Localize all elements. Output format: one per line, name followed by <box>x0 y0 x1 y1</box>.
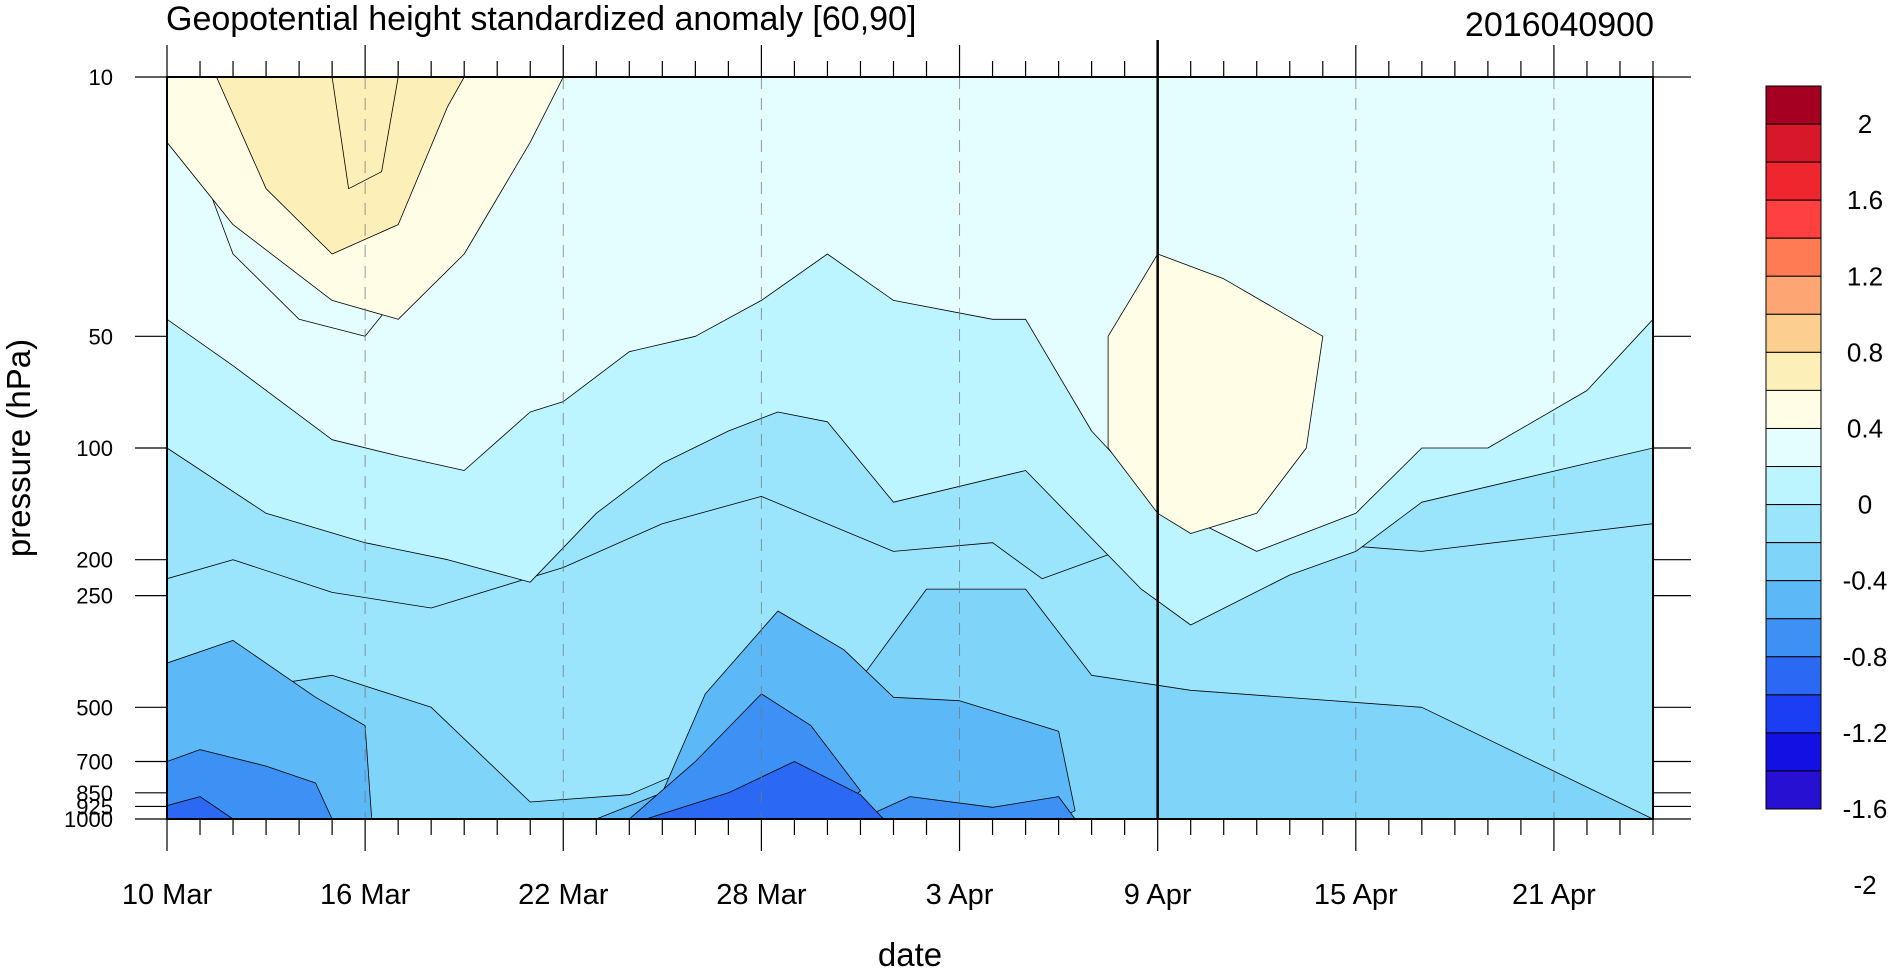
colorbar-swatch <box>1765 656 1822 696</box>
x-tick-label: 10 Mar <box>122 879 213 911</box>
y-tick-label: 10 <box>89 65 113 90</box>
colorbar-swatch <box>1765 237 1822 277</box>
contour-region <box>216 77 465 255</box>
y-tick-label: 700 <box>76 750 113 775</box>
colorbar-swatch <box>1765 123 1822 163</box>
x-tick-label: 16 Mar <box>320 879 411 911</box>
colorbar-label: 1.6 <box>1847 185 1883 215</box>
colorbar-label: 0.8 <box>1847 337 1883 367</box>
colorbar-swatch <box>1765 732 1822 772</box>
contour-region <box>167 749 333 819</box>
y-tick-label: 200 <box>76 548 113 573</box>
x-tick-label: 21 Apr <box>1512 879 1596 911</box>
colorbar-label: 0.4 <box>1847 413 1883 443</box>
colorbar-label: 0 <box>1858 490 1872 520</box>
colorbar-swatch <box>1765 504 1822 544</box>
y-tick-label: 50 <box>89 324 113 349</box>
colorbar-swatch <box>1765 466 1822 506</box>
colorbar-swatch <box>1765 427 1822 468</box>
colorbar-label: 1.2 <box>1847 261 1883 291</box>
y-tick-label: 1000 <box>64 807 113 832</box>
colorbar-label: -2 <box>1853 870 1876 900</box>
y-axis-label: pressure (hPa) <box>0 339 37 557</box>
x-tick-label: 22 Mar <box>518 879 609 911</box>
colorbar-swatch <box>1765 694 1822 734</box>
colorbar-swatch <box>1765 542 1822 582</box>
colorbar: 2 1.6 1.2 0.8 0.4 0 -0.4 -0.8 -1.2 -1.6 -2 <box>1765 85 1888 900</box>
colorbar-swatch <box>1765 161 1822 201</box>
contour-region <box>167 796 234 819</box>
contour-region <box>331 77 399 190</box>
colorbar-label: -1.6 <box>1843 794 1888 824</box>
chart-right-title: 2016040900 <box>1465 6 1654 44</box>
colorbar-swatch <box>1765 618 1822 658</box>
x-tick-label: 15 Apr <box>1314 879 1398 911</box>
contour-region <box>860 796 1076 819</box>
colorbar-label: -0.8 <box>1843 642 1888 672</box>
x-tick-label: 9 Apr <box>1124 879 1192 911</box>
colorbar-swatch <box>1765 770 1822 810</box>
y-tick-label: 500 <box>76 695 113 720</box>
colorbar-swatch <box>1765 389 1822 429</box>
chart-title: Geopotential height standardized anomaly… <box>166 0 916 38</box>
x-tick-label: 28 Mar <box>716 879 807 911</box>
y-tick-label: 850 <box>76 781 113 806</box>
colorbar-swatch <box>1765 85 1822 125</box>
colorbar-swatch <box>1765 351 1822 391</box>
colorbar-label: -0.4 <box>1843 566 1888 596</box>
colorbar-label: -1.2 <box>1843 718 1888 748</box>
contour-region <box>1107 253 1324 534</box>
y-tick-label: 925 <box>76 794 113 819</box>
colorbar-swatch <box>1765 580 1822 620</box>
contour-plot-area <box>167 77 1653 819</box>
y-tick-label: 100 <box>76 436 113 461</box>
x-axis-label: date <box>878 936 942 969</box>
x-tick-label: 3 Apr <box>926 879 994 911</box>
x-axis: 10 Mar 16 Mar 22 Mar 28 Mar 3 Apr 9 Apr 15 Apr… <box>122 45 1654 911</box>
colorbar-swatch <box>1765 275 1822 315</box>
contour-region <box>645 761 884 819</box>
y-tick-label: 250 <box>76 584 113 609</box>
colorbar-label: 2 <box>1858 109 1872 139</box>
colorbar-swatch <box>1765 313 1822 353</box>
colorbar-swatch <box>1765 199 1822 239</box>
plot-overlay <box>364 40 1555 819</box>
